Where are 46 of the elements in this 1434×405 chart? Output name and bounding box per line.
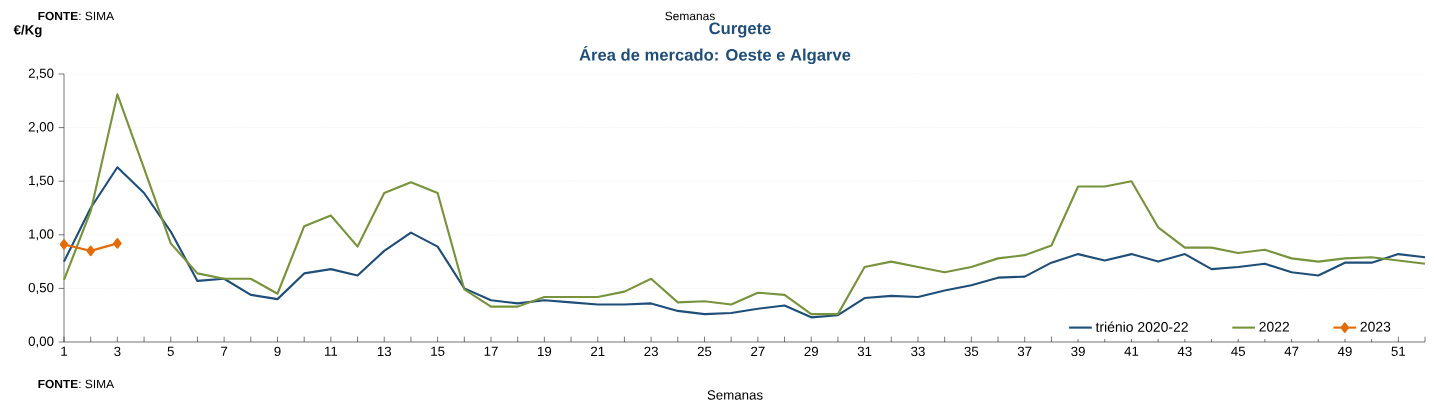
x-tick-label: 39 bbox=[1071, 346, 1085, 357]
line-series bbox=[62, 166, 1427, 319]
x-tick-label: 9 bbox=[274, 346, 281, 357]
x-tick-label: 25 bbox=[697, 346, 712, 357]
legend-label: 2022 bbox=[1259, 321, 1290, 332]
x-tick-label: 15 bbox=[431, 346, 445, 356]
x-tick-label: 23 bbox=[644, 346, 658, 357]
y-tick-label: 0,00 bbox=[28, 336, 54, 348]
legend-label: 2023 bbox=[1360, 321, 1391, 332]
point bbox=[59, 239, 69, 250]
x-tick-label: 13 bbox=[377, 346, 392, 357]
text: FONTE: SIMA bbox=[38, 11, 115, 21]
x-tick-label: 5 bbox=[167, 346, 174, 356]
x-tick-label: 47 bbox=[1284, 346, 1299, 356]
x-tick-label: 37 bbox=[1017, 346, 1032, 357]
x-tick-label: 35 bbox=[964, 346, 979, 357]
y-axis-title: €/Kg bbox=[13, 24, 42, 38]
y-tick-label: 1,50 bbox=[29, 175, 54, 187]
point bbox=[86, 245, 95, 257]
x-axis-title: Semanas bbox=[707, 390, 763, 400]
x-tick-label: 11 bbox=[324, 346, 338, 356]
text: FONTE: SIMA bbox=[38, 379, 115, 389]
x-tick-label: 33 bbox=[911, 346, 925, 357]
x-tick-label: 3 bbox=[114, 346, 121, 357]
x-tick-label: 29 bbox=[804, 346, 818, 357]
x-tick-label: 49 bbox=[1337, 346, 1352, 357]
y-tick-label: 2,50 bbox=[28, 68, 54, 80]
x-tick-label: 1 bbox=[61, 346, 68, 356]
x-tick-label: 41 bbox=[1124, 346, 1139, 356]
chart-title: Curgete bbox=[709, 22, 771, 38]
x-tick-label: 43 bbox=[1177, 346, 1192, 357]
x-tick-label: 27 bbox=[751, 346, 765, 356]
x-tick-label: 45 bbox=[1231, 346, 1246, 356]
point bbox=[113, 238, 122, 249]
legend-label: triénio 2020-22 bbox=[1095, 321, 1188, 332]
chart-subtitle: Área de mercado: Oeste e Algarve bbox=[579, 45, 851, 65]
y-tick-label: 2,00 bbox=[28, 122, 54, 134]
x-tick-label: 17 bbox=[484, 346, 498, 356]
x-tick-label: 31 bbox=[857, 346, 872, 357]
x-tick-label: 7 bbox=[221, 346, 228, 356]
x-tick-label: 21 bbox=[591, 346, 605, 356]
text: Semanas bbox=[665, 11, 715, 21]
y-tick-label: 0,50 bbox=[28, 282, 54, 294]
y-tick-label: 1,00 bbox=[29, 229, 54, 241]
x-tick-label: 19 bbox=[537, 346, 552, 357]
x-tick-label: 51 bbox=[1391, 346, 1406, 356]
